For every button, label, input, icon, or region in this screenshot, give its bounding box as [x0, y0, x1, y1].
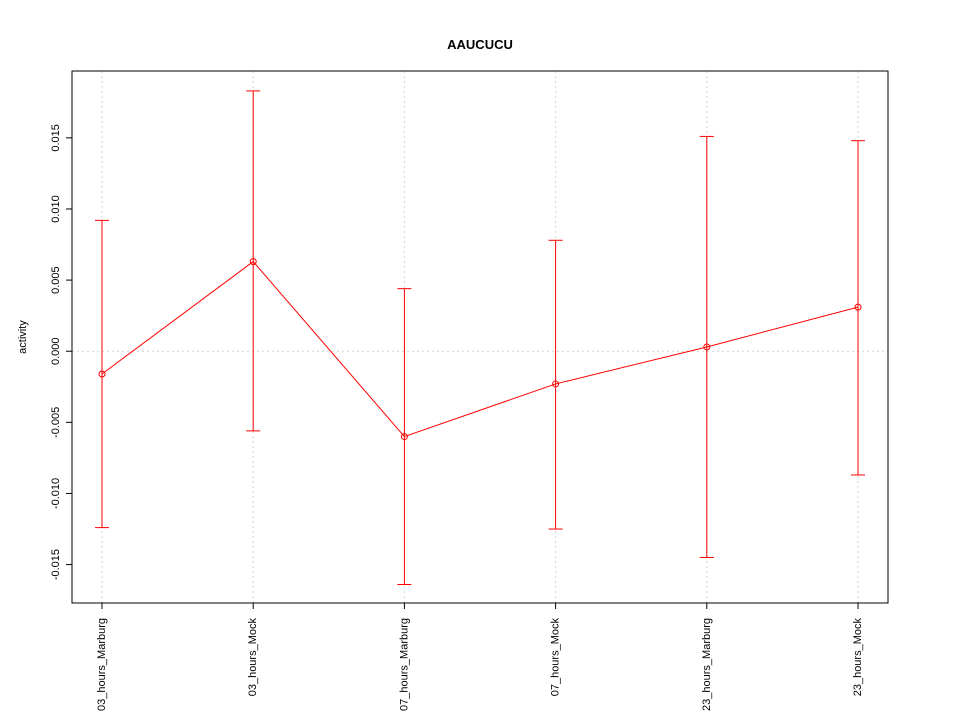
- x-tick-label: 03_hours_Mock: [247, 618, 259, 697]
- y-tick-label: 0.000: [50, 337, 62, 365]
- x-tick-label: 23_hours_Marburg: [701, 618, 713, 711]
- chart-title: AAUCUCU: [447, 37, 513, 52]
- x-tick-label: 07_hours_Mock: [550, 618, 562, 697]
- y-axis-label: activity: [17, 320, 29, 354]
- data-point: [98, 370, 106, 378]
- x-tick-label: 03_hours_Marburg: [96, 618, 108, 711]
- series-line: [101, 260, 859, 438]
- data-point: [854, 303, 862, 311]
- y-axis: -0.015 -0.010 -0.005 0.000 0.005 0.010 0.015: [50, 124, 72, 580]
- y-tick-label: -0.015: [50, 549, 62, 580]
- y-tick-label: 0.010: [50, 195, 62, 223]
- x-tick-label: 23_hours_Mock: [852, 618, 864, 697]
- y-tick-label: 0.015: [50, 124, 62, 152]
- plot-frame: [71, 70, 889, 604]
- y-tick-label: -0.005: [50, 407, 62, 438]
- x-axis: 03_hours_Marburg 03_hours_Mock 07_hours_Ma…: [96, 603, 864, 711]
- y-tick-label: -0.010: [50, 478, 62, 509]
- x-tick-label: 07_hours_Marburg: [398, 618, 410, 711]
- y-tick-label: 0.005: [50, 266, 62, 294]
- data-point: [400, 433, 408, 441]
- data-point: [249, 258, 257, 266]
- grid-lines: [72, 71, 888, 603]
- data-point: [552, 380, 560, 388]
- data-point: [703, 343, 711, 351]
- series-group: [95, 90, 865, 586]
